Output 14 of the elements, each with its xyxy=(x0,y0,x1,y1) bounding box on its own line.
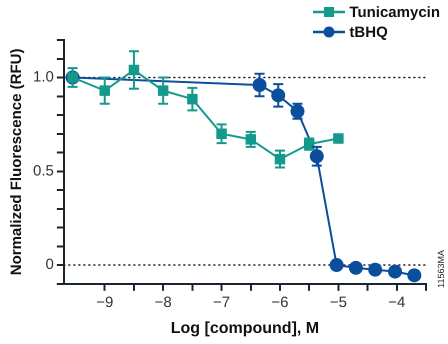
y-tick-label: 0.5 xyxy=(32,162,54,180)
legend-label: Tunicamycin xyxy=(349,4,440,20)
x-tick-label: −8 xyxy=(154,294,172,311)
x-tick-label: −6 xyxy=(271,294,289,311)
legend-label: tBHQ xyxy=(349,24,388,40)
y-axis-title: Normalized Fluorescence (RFU) xyxy=(8,48,26,276)
y-tick-label: 1.0 xyxy=(32,68,54,86)
x-axis-title: Log [compound], M xyxy=(170,320,320,337)
x-tick-label: −7 xyxy=(213,294,230,311)
text: 11563MA xyxy=(436,250,446,288)
x-tick-label: −4 xyxy=(388,294,406,311)
x-tick-label: −9 xyxy=(96,294,114,311)
x-tick-label: −5 xyxy=(330,294,347,311)
y-tick-label: 0 xyxy=(46,256,54,274)
